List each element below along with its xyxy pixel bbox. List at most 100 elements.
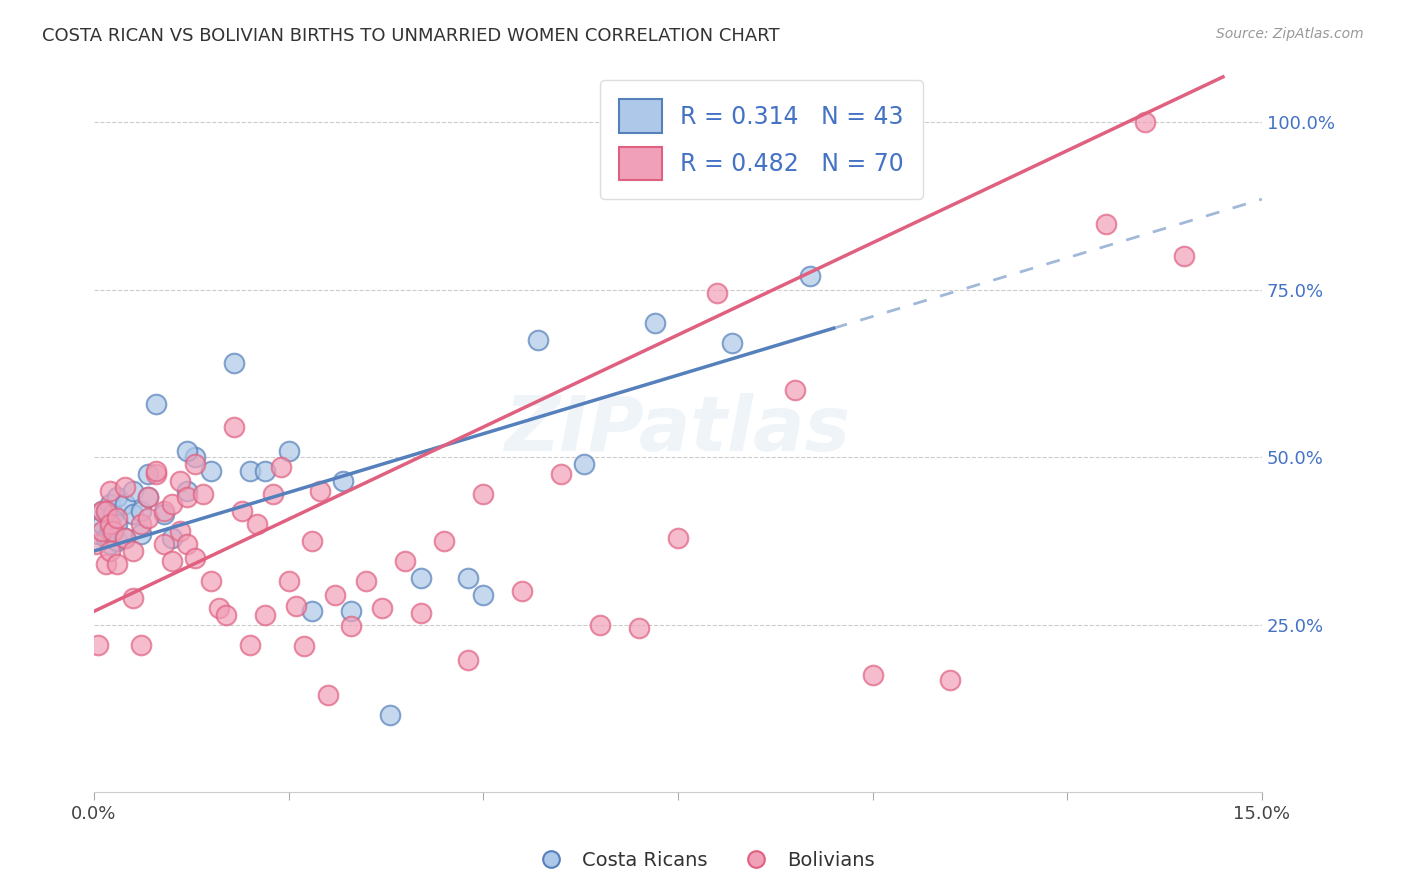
Point bbox=[472, 487, 495, 501]
Point bbox=[94, 558, 117, 572]
Point bbox=[129, 517, 152, 532]
Point bbox=[169, 474, 191, 488]
Point bbox=[371, 601, 394, 615]
Point bbox=[121, 483, 143, 498]
Point bbox=[121, 544, 143, 558]
Point bbox=[184, 550, 207, 565]
Point bbox=[184, 450, 207, 465]
Point bbox=[160, 497, 183, 511]
Point bbox=[231, 504, 253, 518]
Point bbox=[121, 591, 143, 605]
Point bbox=[129, 638, 152, 652]
Point bbox=[129, 527, 152, 541]
Point bbox=[90, 517, 112, 532]
Point bbox=[145, 464, 167, 478]
Point bbox=[200, 464, 222, 478]
Point bbox=[323, 588, 346, 602]
Point bbox=[103, 524, 125, 538]
Point bbox=[87, 638, 110, 652]
Point bbox=[90, 504, 112, 518]
Point bbox=[169, 524, 191, 538]
Point bbox=[114, 480, 136, 494]
Point bbox=[526, 333, 548, 347]
Point bbox=[262, 487, 284, 501]
Point bbox=[222, 356, 245, 370]
Point bbox=[644, 316, 666, 330]
Legend: R = 0.314   N = 43, R = 0.482   N = 70: R = 0.314 N = 43, R = 0.482 N = 70 bbox=[600, 80, 924, 199]
Point bbox=[862, 668, 884, 682]
Point bbox=[121, 507, 143, 521]
Point bbox=[783, 383, 806, 397]
Point bbox=[666, 531, 689, 545]
Point bbox=[114, 497, 136, 511]
Point bbox=[394, 554, 416, 568]
Point bbox=[277, 443, 299, 458]
Point bbox=[105, 510, 128, 524]
Point bbox=[1095, 217, 1118, 231]
Point bbox=[114, 531, 136, 545]
Point bbox=[356, 574, 378, 589]
Point bbox=[153, 537, 176, 551]
Point bbox=[222, 420, 245, 434]
Point bbox=[105, 558, 128, 572]
Point bbox=[799, 269, 821, 284]
Point bbox=[87, 527, 110, 541]
Point bbox=[301, 533, 323, 548]
Point bbox=[138, 467, 160, 481]
Point bbox=[84, 537, 107, 551]
Point bbox=[721, 336, 744, 351]
Point bbox=[138, 491, 160, 505]
Point bbox=[215, 607, 238, 622]
Point bbox=[176, 491, 198, 505]
Point bbox=[138, 510, 160, 524]
Point bbox=[246, 517, 269, 532]
Point bbox=[254, 607, 277, 622]
Point bbox=[114, 531, 136, 545]
Point bbox=[160, 554, 183, 568]
Point bbox=[98, 537, 121, 551]
Point bbox=[98, 497, 121, 511]
Point bbox=[939, 673, 962, 687]
Point bbox=[153, 504, 176, 518]
Point bbox=[510, 584, 533, 599]
Point bbox=[103, 507, 125, 521]
Point bbox=[301, 604, 323, 618]
Point bbox=[239, 464, 262, 478]
Point bbox=[191, 487, 214, 501]
Point bbox=[94, 504, 117, 518]
Point bbox=[160, 531, 183, 545]
Point bbox=[184, 457, 207, 471]
Point bbox=[308, 483, 330, 498]
Point bbox=[145, 396, 167, 410]
Point bbox=[98, 520, 121, 534]
Point bbox=[105, 491, 128, 505]
Point bbox=[433, 533, 456, 548]
Point bbox=[94, 531, 117, 545]
Point bbox=[574, 457, 596, 471]
Point bbox=[153, 507, 176, 521]
Point bbox=[340, 619, 363, 633]
Text: COSTA RICAN VS BOLIVIAN BIRTHS TO UNMARRIED WOMEN CORRELATION CHART: COSTA RICAN VS BOLIVIAN BIRTHS TO UNMARR… bbox=[42, 27, 780, 45]
Point bbox=[378, 708, 401, 723]
Point bbox=[98, 483, 121, 498]
Point bbox=[457, 571, 479, 585]
Point bbox=[138, 491, 160, 505]
Point bbox=[472, 588, 495, 602]
Point bbox=[589, 617, 612, 632]
Point bbox=[98, 517, 121, 532]
Point bbox=[129, 504, 152, 518]
Point bbox=[176, 483, 198, 498]
Point bbox=[94, 504, 117, 518]
Point bbox=[292, 639, 315, 653]
Text: ZIPatlas: ZIPatlas bbox=[505, 393, 851, 467]
Point bbox=[457, 652, 479, 666]
Point bbox=[270, 460, 292, 475]
Point bbox=[1133, 115, 1156, 129]
Point bbox=[239, 638, 262, 652]
Legend: Costa Ricans, Bolivians: Costa Ricans, Bolivians bbox=[523, 843, 883, 878]
Point bbox=[176, 537, 198, 551]
Point bbox=[105, 533, 128, 548]
Point bbox=[200, 574, 222, 589]
Point bbox=[254, 464, 277, 478]
Point bbox=[90, 524, 112, 538]
